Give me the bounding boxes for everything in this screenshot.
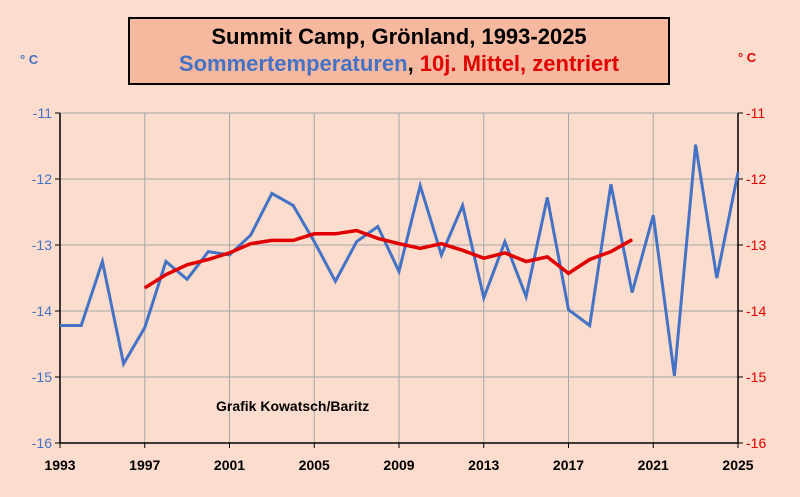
data-point-temperature	[525, 295, 527, 297]
data-point-10y-mean	[377, 237, 379, 239]
chart-title-box: Summit Camp, Grönland, 1993-2025 Sommert…	[128, 17, 670, 85]
data-point-10y-mean	[504, 252, 506, 254]
data-point-10y-mean	[186, 264, 188, 266]
series-layer	[59, 144, 740, 377]
data-point-temperature	[737, 171, 739, 173]
x-tick-label: 2001	[214, 457, 245, 473]
y-tick-label-left: -11	[33, 105, 52, 121]
data-point-temperature	[673, 375, 675, 377]
x-tick-label: 2005	[299, 457, 330, 473]
data-point-temperature	[313, 241, 315, 243]
data-point-10y-mean	[165, 274, 167, 276]
y-tick-label-right: -12	[746, 171, 766, 187]
data-point-temperature	[59, 325, 61, 327]
data-point-temperature	[504, 241, 506, 243]
y-tick-label-left: -14	[32, 303, 52, 319]
y-tick-label-right: -14	[746, 303, 766, 319]
data-point-10y-mean	[356, 229, 358, 231]
credit-label: Grafik Kowatsch/Baritz	[216, 398, 369, 414]
data-point-10y-mean	[313, 233, 315, 235]
chart-title: Summit Camp, Grönland, 1993-2025	[211, 24, 587, 49]
data-point-10y-mean	[144, 287, 146, 289]
data-point-10y-mean	[568, 272, 569, 274]
y-tick-label-left: -15	[32, 369, 52, 385]
x-tick-label: 2021	[638, 457, 669, 473]
data-point-10y-mean	[440, 243, 442, 245]
data-point-temperature	[483, 297, 485, 299]
tick-labels: -11 -11 -12 -12 -13 -13 -14 -14 -15 -15 -16 -16 1993…	[32, 105, 767, 473]
data-point-10y-mean	[546, 256, 548, 258]
data-point-temperature	[292, 204, 294, 206]
data-point-temperature	[80, 325, 82, 327]
data-point-temperature	[546, 196, 548, 198]
data-point-temperature	[144, 327, 146, 328]
y-tick-label-right: -16	[746, 435, 766, 451]
data-point-10y-mean	[525, 261, 527, 262]
data-point-temperature	[652, 214, 654, 216]
y-tick-label-right: -15	[746, 369, 766, 385]
title-separator: ,	[407, 51, 420, 76]
data-point-temperature	[440, 254, 442, 256]
x-tick-label: 1993	[44, 457, 75, 473]
data-point-temperature	[631, 292, 633, 294]
data-point-temperature	[207, 251, 209, 253]
data-point-temperature	[334, 280, 336, 282]
data-point-10y-mean	[229, 252, 230, 254]
x-tick-label: 2025	[722, 457, 753, 473]
data-point-10y-mean	[610, 251, 612, 253]
data-point-temperature	[377, 226, 379, 228]
y-tick-label-right: -11	[746, 105, 765, 121]
data-point-10y-mean	[334, 233, 336, 235]
data-point-temperature	[250, 234, 252, 236]
data-point-temperature	[165, 261, 167, 262]
data-point-10y-mean	[250, 243, 252, 245]
data-point-temperature	[462, 204, 464, 206]
y-tick-label-left: -13	[32, 237, 52, 253]
y-tick-label-left: -12	[32, 171, 52, 187]
data-point-10y-mean	[207, 259, 209, 261]
data-point-temperature	[589, 325, 591, 327]
axes	[55, 112, 743, 448]
data-point-10y-mean	[419, 247, 421, 249]
grid-lines	[59, 112, 739, 444]
data-point-temperature	[568, 309, 569, 311]
data-point-temperature	[101, 261, 103, 262]
data-point-10y-mean	[483, 257, 485, 259]
data-point-10y-mean	[462, 249, 464, 251]
data-point-temperature	[356, 241, 358, 243]
data-point-temperature	[716, 277, 718, 279]
data-point-10y-mean	[292, 239, 294, 241]
data-point-temperature	[695, 144, 697, 146]
data-point-temperature	[610, 183, 612, 185]
y-tick-label-left: -16	[32, 435, 52, 451]
series-line-10y-mean	[143, 228, 633, 290]
data-point-temperature	[419, 185, 421, 187]
x-tick-label: 1997	[129, 457, 160, 473]
x-tick-label: 2017	[553, 457, 584, 473]
legend-series-10y-mean: 10j. Mittel, zentriert	[419, 51, 620, 76]
right-axis-unit: ° C	[738, 50, 757, 65]
x-tick-label: 2009	[383, 457, 414, 473]
x-tick-label: 2013	[468, 457, 499, 473]
data-point-temperature	[186, 278, 188, 280]
legend-series-temperatures: Sommertemperaturen	[178, 51, 408, 76]
data-point-10y-mean	[631, 239, 633, 241]
data-point-temperature	[398, 270, 400, 272]
left-axis-unit: ° C	[20, 52, 39, 67]
data-point-temperature	[271, 193, 273, 195]
data-point-10y-mean	[589, 259, 591, 261]
y-tick-label-right: -13	[746, 237, 766, 253]
data-point-temperature	[123, 363, 125, 365]
data-point-10y-mean	[271, 239, 273, 241]
chart-subtitle: Sommertemperaturen, 10j. Mittel, zentrie…	[130, 50, 668, 78]
data-point-10y-mean	[398, 243, 400, 245]
